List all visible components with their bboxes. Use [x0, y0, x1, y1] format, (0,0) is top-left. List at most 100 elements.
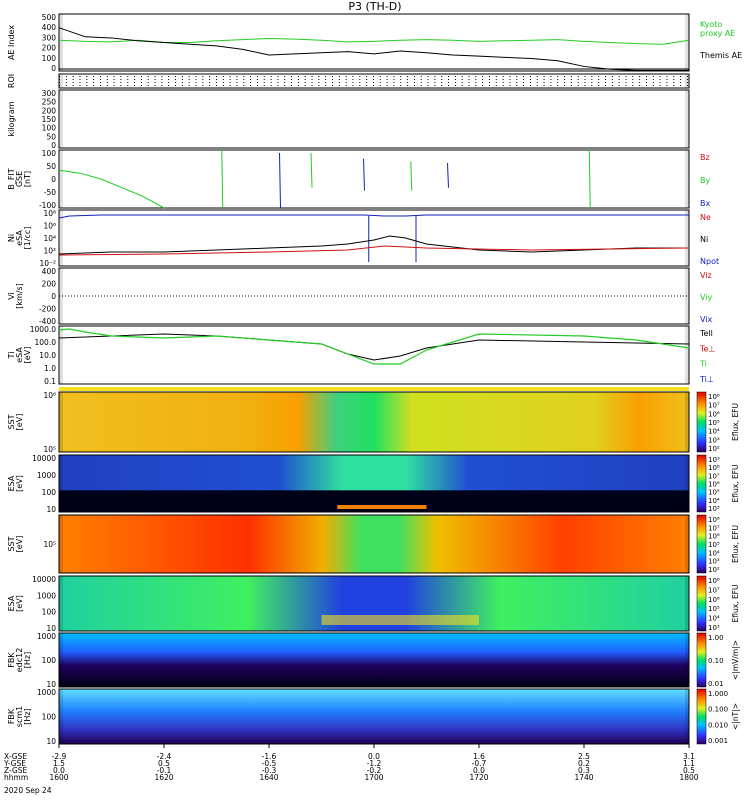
roi-dot [427, 79, 429, 80]
roi-dot [181, 79, 183, 80]
roi-dot [359, 82, 361, 83]
ylabel-line: FBK [7, 708, 16, 724]
roi-dot [106, 79, 108, 80]
roi-dot [297, 82, 299, 83]
roi-dot [65, 82, 67, 83]
roi-dot [516, 82, 518, 83]
roi-dot [175, 82, 177, 83]
roi-dot [482, 79, 484, 80]
roi-dot [386, 79, 388, 80]
ytick-label: 200 [42, 280, 57, 289]
roi-dot [564, 82, 566, 83]
ytick-label: 10⁴ [43, 234, 56, 243]
roi-dot [236, 82, 238, 83]
roi-dot [270, 85, 272, 86]
roi-dot [645, 85, 647, 86]
ylabel-line: [Hz] [23, 708, 32, 724]
series-Ti [58, 328, 690, 365]
roi-dot [666, 79, 668, 80]
roi-dot [106, 82, 108, 83]
roi-dot [127, 76, 129, 77]
roi-dot [311, 85, 313, 86]
roi-dot [202, 85, 204, 86]
ytick-label: 10 [46, 680, 56, 689]
panel-fbk_scm1: FBKscm1[Hz] 1000 100 10 [7, 688, 690, 746]
roi-dot [625, 79, 627, 80]
roi-dot [372, 82, 374, 83]
roi-dot [134, 79, 136, 80]
ytick-label: 100 [42, 656, 57, 665]
colorbar-tick: 10⁴ [708, 428, 720, 436]
colorbar-tick: 10⁸ [708, 577, 720, 585]
roi-dot [639, 79, 641, 80]
roi-dot [639, 85, 641, 86]
roi-dot [475, 76, 477, 77]
roi-dot [618, 79, 620, 80]
colorbar-tick: 10⁶ [708, 596, 720, 604]
xaxis-tick-label: -1.2 [367, 759, 382, 768]
roi-dot [577, 76, 579, 77]
panel-sst_electron: SST[eV] 10⁶ 10⁵ [7, 391, 690, 454]
field-spike [279, 152, 281, 209]
roi-dot [427, 76, 429, 77]
roi-dot [584, 82, 586, 83]
legend-Tell: Tell [699, 329, 713, 338]
roi-dot [570, 82, 572, 83]
panel-right-ticks [685, 74, 689, 88]
heatmap-hot-spot [337, 505, 427, 509]
roi-dot [434, 76, 436, 77]
xaxis-tick-label: -0.7 [472, 759, 487, 768]
roi-dot [509, 79, 511, 80]
ylabel-line: ROI [7, 74, 16, 88]
roi-dot [379, 79, 381, 80]
ytick-label: 300 [42, 89, 57, 98]
ylabel-fbk_scm1: FBKscm1[Hz] [7, 706, 32, 727]
roi-dot [195, 82, 197, 83]
ylabel-line: kilogram [7, 101, 16, 136]
roi-dot [99, 82, 101, 83]
roi-dot [72, 79, 74, 80]
roi-dot [366, 82, 368, 83]
roi-dot [611, 76, 613, 77]
ylabel-line: eSA [15, 347, 24, 363]
roi-dot [379, 76, 381, 77]
panel-right-ticks [685, 392, 689, 452]
roi-dot [256, 85, 258, 86]
legend-Themis AE: Themis AE [699, 51, 742, 60]
ytick-label: 10⁵ [43, 540, 56, 549]
roi-dot [543, 82, 545, 83]
legend-Ti⊥: Ti⊥ [699, 375, 714, 384]
roi-dot [557, 79, 559, 80]
ylabel-line: Vi [7, 292, 16, 300]
colorbar-tick: 10⁹ [708, 456, 720, 464]
roi-dot [79, 76, 81, 77]
roi-dot [338, 79, 340, 80]
colorbar-tick: 10² [708, 445, 720, 453]
roi-dot [618, 85, 620, 86]
roi-dot [65, 79, 67, 80]
ylabel-line: B_FIT [7, 168, 16, 189]
roi-dot [543, 76, 545, 77]
roi-dot [243, 85, 245, 86]
xaxis-date: 2020 Sep 24 [4, 786, 52, 795]
roi-dot [359, 79, 361, 80]
xaxis-tick-label: 0.0 [473, 766, 485, 775]
panel-left-ticks [59, 455, 63, 512]
roi-dot [79, 79, 81, 80]
legend-line: Kyoto [700, 20, 722, 29]
roi-dot [434, 82, 436, 83]
ytick-label: 0 [51, 141, 56, 150]
roi-dot [584, 76, 586, 77]
colorbar-tick: 10⁷ [708, 586, 720, 594]
roi-dot [297, 76, 299, 77]
xaxis-tick-label: 0.0 [53, 766, 65, 775]
ylabel-line: [eV] [23, 347, 32, 364]
ytick-label: 1000 [37, 591, 56, 600]
xaxis-tick-label: 0.2 [578, 759, 590, 768]
roi-dot [570, 85, 572, 86]
roi-dot [611, 85, 613, 86]
colorbar-tick: 10⁴ [708, 549, 720, 557]
ytick-label: 1000.0 [30, 325, 56, 334]
roi-dot [120, 82, 122, 83]
